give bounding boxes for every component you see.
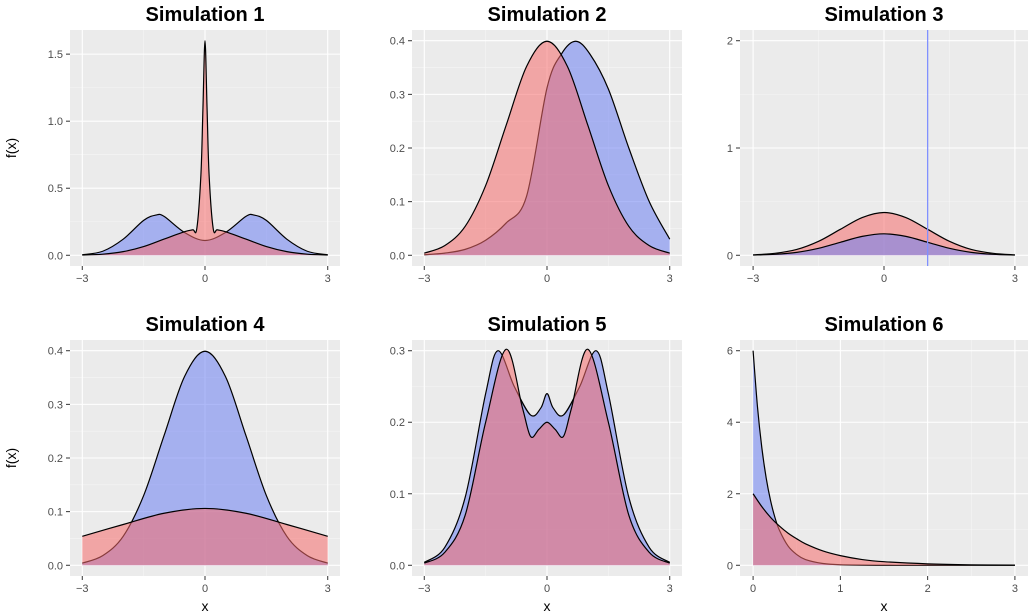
density-curve-2: [423, 348, 671, 564]
density-area-2: [82, 508, 328, 566]
panel-4: −3 0 3 0.0 0.1 0.2 0.3 0.4 Simulation 4 x f(x): [3, 314, 340, 614]
x-tick-label: 0: [750, 583, 756, 595]
y-tick-label: 1.5: [48, 49, 63, 61]
x-tick-label: 3: [1012, 273, 1018, 285]
x-tick-label: −3: [747, 273, 760, 285]
density-curve-2: [753, 233, 1015, 256]
y-tick-label: 0: [727, 560, 733, 572]
y-tick-label: 0.2: [390, 417, 405, 429]
density-curve-1: [423, 350, 671, 563]
y-tick-label: 0.3: [390, 346, 405, 358]
x-tick-label: 3: [667, 273, 673, 285]
x-tick-label: 3: [667, 583, 673, 595]
x-tick-label: 0: [544, 583, 550, 595]
y-tick-label: 0.0: [390, 560, 405, 572]
y-tick-label: 0.0: [48, 560, 63, 572]
y-tick-label: 0.2: [390, 143, 405, 155]
x-tick-label: 2: [925, 583, 931, 595]
x-tick-label: 0: [202, 583, 208, 595]
density-curve-2: [82, 507, 328, 537]
panel-5: −3 0 3 0.0 0.1 0.2 0.3 Simulation 5 x: [390, 314, 682, 614]
y-tick-label: 1.0: [48, 116, 63, 128]
y-tick-label: 2: [727, 36, 733, 48]
x-tick-label: 3: [1012, 583, 1018, 595]
panel-3: −3 0 3 0 1 2 Simulation 3: [727, 4, 1028, 285]
density-area-1: [82, 214, 328, 256]
x-tick-label: −3: [76, 273, 89, 285]
y-tick-label: 4: [727, 417, 733, 429]
y-tick-label: 0.5: [48, 183, 63, 195]
density-curve-2: [82, 40, 328, 256]
y-axis-title: f(x): [3, 448, 19, 468]
y-tick-label: 0.4: [48, 346, 63, 358]
panel-title: Simulation 6: [825, 314, 944, 336]
y-tick-label: 0.0: [390, 250, 405, 262]
panel-title: Simulation 3: [825, 4, 944, 26]
x-tick-label: 1: [837, 583, 843, 595]
density-area-2: [424, 41, 670, 256]
y-tick-label: 0.1: [390, 489, 405, 501]
y-tick-label: 0.1: [390, 197, 405, 209]
y-tick-label: 0.2: [48, 453, 63, 465]
panel-2: −3 0 3 0.0 0.1 0.2 0.3 0.4 Simulation 2: [390, 4, 682, 285]
x-tick-label: −3: [418, 273, 431, 285]
panel-6: 0 1 2 3 0 2 4 6 Simulation 6 x: [727, 314, 1028, 614]
panel-title: Simulation 2: [488, 4, 607, 26]
density-area-1: [82, 351, 328, 566]
y-tick-label: 0.3: [390, 89, 405, 101]
x-tick-label: 0: [202, 273, 208, 285]
x-tick-label: 3: [325, 273, 331, 285]
x-tick-label: 0: [544, 273, 550, 285]
x-tick-label: −3: [418, 583, 431, 595]
y-tick-label: 6: [727, 346, 733, 358]
density-area-2: [753, 493, 1015, 566]
panel-title: Simulation 4: [146, 314, 266, 336]
density-area-2: [424, 349, 670, 566]
density-curve-2: [424, 40, 670, 254]
y-tick-label: 1: [727, 143, 733, 155]
panel-title: Simulation 5: [488, 314, 607, 336]
x-axis-title: x: [202, 598, 209, 614]
x-tick-label: 0: [881, 273, 887, 285]
y-tick-label: 0.3: [48, 399, 63, 411]
density-curve-2: [752, 493, 1015, 566]
y-tick-label: 0.0: [48, 250, 63, 262]
y-axis-title: f(x): [3, 138, 19, 158]
x-axis-title: x: [881, 598, 888, 614]
y-tick-label: 0: [727, 250, 733, 262]
x-axis-title: x: [544, 598, 551, 614]
y-tick-label: 0.4: [390, 36, 405, 48]
panel-title: Simulation 1: [146, 4, 265, 26]
x-tick-label: 3: [325, 583, 331, 595]
x-tick-label: −3: [76, 583, 89, 595]
density-area-2: [82, 40, 328, 256]
y-tick-label: 2: [727, 489, 733, 501]
density-curve-1: [753, 211, 1015, 256]
y-tick-label: 0.1: [48, 507, 63, 519]
density-area-2: [753, 233, 1015, 256]
panel-1: −3 0 3 0.0 0.5 1.0 1.5 Simulation 1 f(x): [3, 4, 340, 285]
